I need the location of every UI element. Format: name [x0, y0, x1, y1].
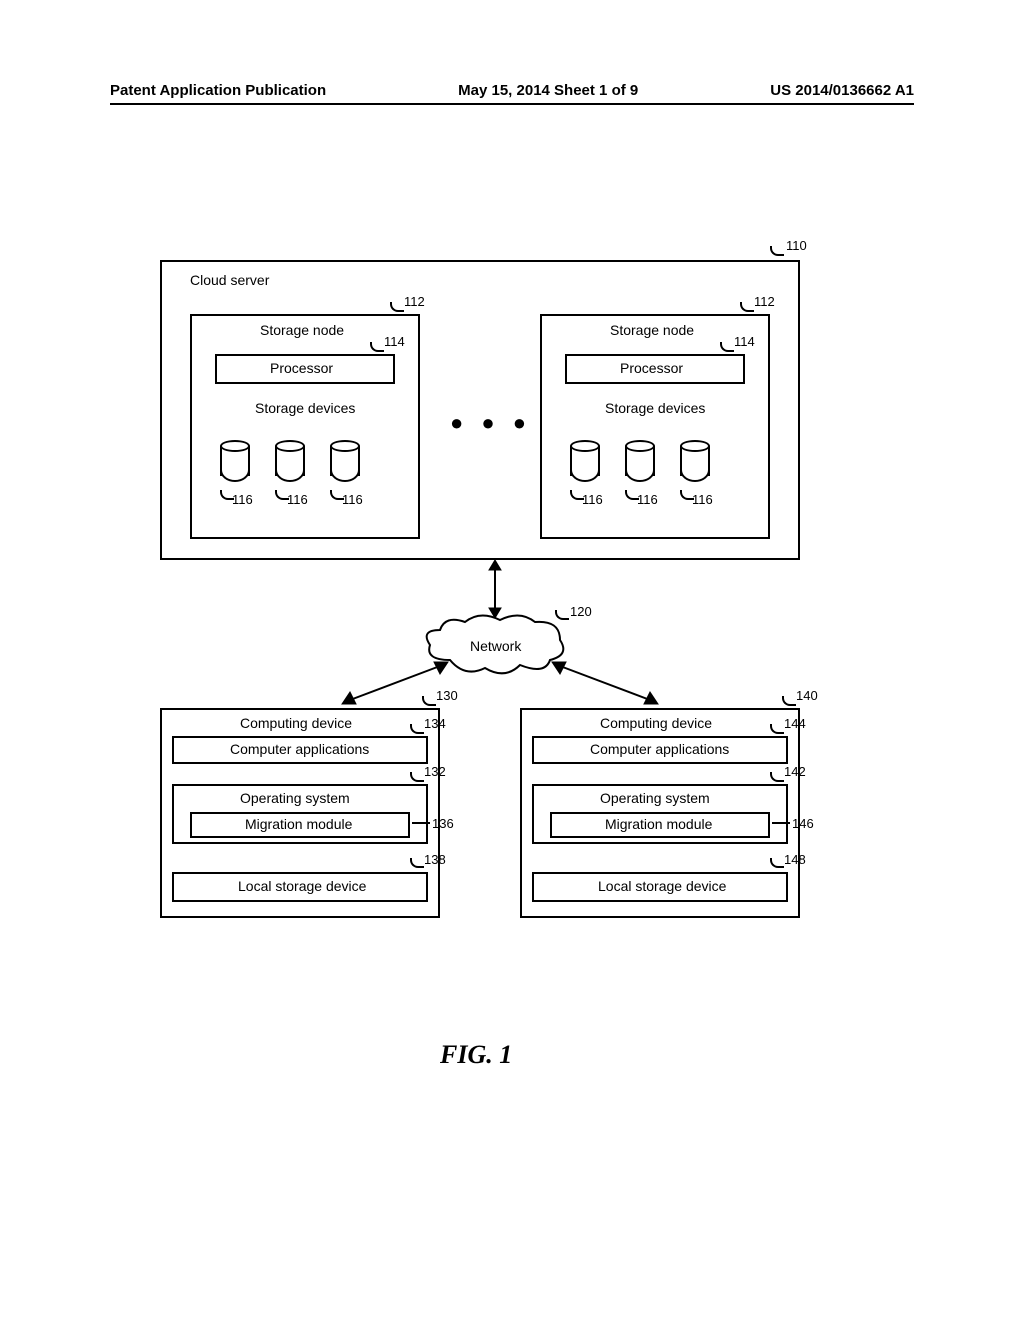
ref-116-1a: 116 — [232, 492, 253, 507]
ref-142: 142 — [784, 764, 806, 779]
ref-116-2b: 116 — [637, 492, 658, 507]
device-right-os-label: Operating system — [600, 790, 710, 806]
figure-caption: FIG. 1 — [440, 1040, 512, 1070]
ref-112-b: 112 — [754, 294, 775, 309]
ref-136: 136 — [432, 816, 454, 831]
arrow-server-network — [485, 560, 505, 618]
ref-116-2a: 116 — [582, 492, 603, 507]
cylinder-icon — [220, 440, 250, 482]
ref-130: 130 — [436, 688, 458, 703]
leader-136 — [412, 822, 430, 824]
device-right-title: Computing device — [600, 715, 712, 731]
storage-devices-2-label: Storage devices — [605, 400, 705, 416]
storage-node-2-title: Storage node — [610, 322, 694, 338]
ref-tick-110 — [770, 246, 784, 256]
cylinder-icon — [275, 440, 305, 482]
ref-112-a: 112 — [404, 294, 425, 309]
ref-148: 148 — [784, 852, 806, 867]
header-right: US 2014/0136662 A1 — [770, 82, 914, 99]
ref-140: 140 — [796, 688, 818, 703]
ref-134: 134 — [424, 716, 446, 731]
ref-114-a: 114 — [384, 334, 405, 349]
storage-devices-1-label: Storage devices — [255, 400, 355, 416]
storage-node-1-title: Storage node — [260, 322, 344, 338]
cylinder-icon — [680, 440, 710, 482]
cylinder-icon — [570, 440, 600, 482]
device-left-title: Computing device — [240, 715, 352, 731]
ref-116-2c: 116 — [692, 492, 713, 507]
arrow-network-right — [550, 660, 660, 710]
device-right-apps-label: Computer applications — [590, 741, 729, 757]
header-center: May 15, 2014 Sheet 1 of 9 — [458, 82, 638, 99]
ref-116-1c: 116 — [342, 492, 363, 507]
ref-120: 120 — [570, 604, 592, 619]
processor-2-label: Processor — [620, 360, 683, 376]
header-left: Patent Application Publication — [110, 82, 326, 99]
device-left-migration-label: Migration module — [245, 816, 352, 832]
patent-header: Patent Application Publication May 15, 2… — [110, 82, 914, 105]
ref-146: 146 — [792, 816, 814, 831]
network-label: Network — [470, 638, 521, 654]
ref-144: 144 — [784, 716, 806, 731]
device-left-storage-label: Local storage device — [238, 878, 366, 894]
ref-tick-140 — [782, 696, 796, 706]
device-left-apps-label: Computer applications — [230, 741, 369, 757]
cloud-server-title: Cloud server — [190, 272, 269, 288]
cylinder-icon — [330, 440, 360, 482]
ref-110: 110 — [786, 238, 807, 253]
ref-138: 138 — [424, 852, 446, 867]
ref-114-b: 114 — [734, 334, 755, 349]
ref-132: 132 — [424, 764, 446, 779]
ellipsis: ● ● ● — [450, 410, 532, 436]
processor-1-label: Processor — [270, 360, 333, 376]
device-right-migration-label: Migration module — [605, 816, 712, 832]
ref-116-1b: 116 — [287, 492, 308, 507]
leader-146 — [772, 822, 790, 824]
device-left-os-label: Operating system — [240, 790, 350, 806]
cylinder-icon — [625, 440, 655, 482]
device-right-storage-label: Local storage device — [598, 878, 726, 894]
